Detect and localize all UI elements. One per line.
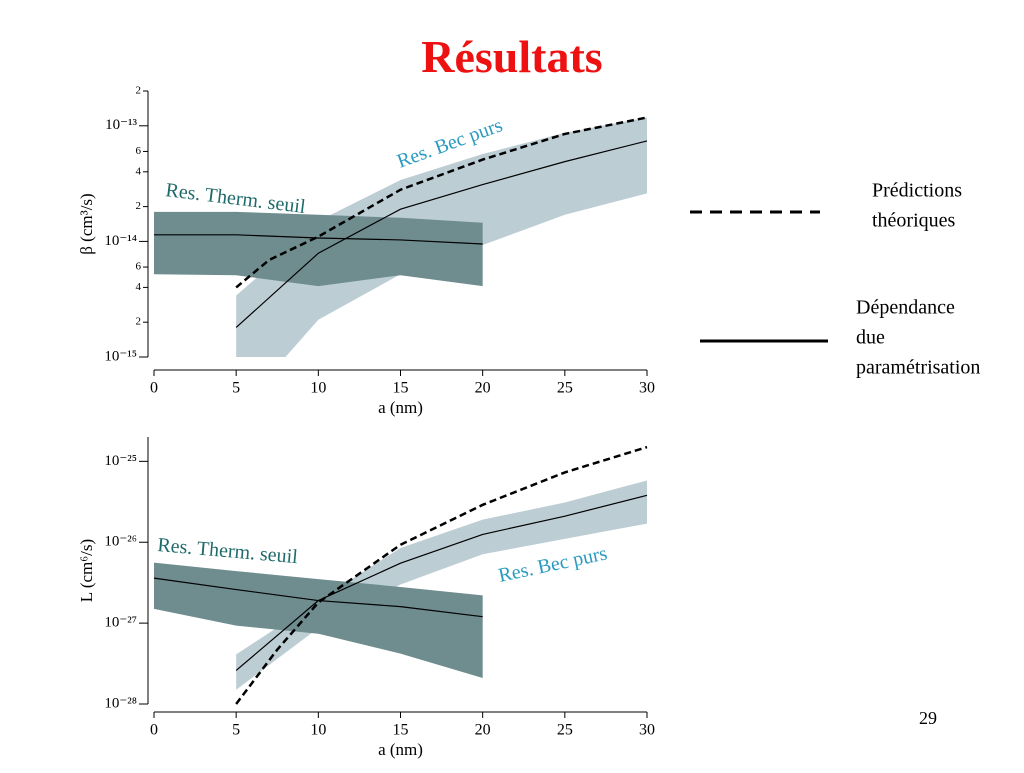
- band: [236, 480, 647, 690]
- x-tick-label: 30: [639, 380, 655, 397]
- legend-label: Prédictions: [872, 180, 962, 202]
- line: [235, 140, 648, 328]
- slide-title: Résultats: [421, 31, 602, 82]
- y-tick-label: 10⁻²⁸: [104, 695, 137, 711]
- x-axis-label: a (nm): [378, 398, 423, 417]
- y-tick-label: 4: [136, 165, 142, 177]
- y-tick-label: 10⁻²⁷: [104, 615, 137, 631]
- legend-label: due: [856, 327, 885, 349]
- y-axis-label: β (cm³/s): [77, 193, 96, 254]
- y-tick-label: 2: [136, 316, 142, 328]
- y-tick-label: 10⁻²⁶: [104, 534, 137, 550]
- legend-label: Dépendance: [856, 297, 955, 319]
- line: [235, 494, 648, 671]
- y-tick-label: 10⁻¹⁵: [104, 348, 137, 364]
- y-tick-label: 10⁻²⁵: [104, 453, 137, 469]
- y-tick-label: 10⁻¹⁴: [104, 233, 137, 249]
- x-tick-label: 20: [475, 722, 491, 739]
- y-tick-label: 2: [136, 200, 142, 212]
- x-tick-label: 25: [557, 380, 573, 397]
- x-tick-label: 5: [232, 722, 240, 739]
- line: [235, 116, 648, 289]
- x-tick-label: 30: [639, 722, 655, 739]
- line: [235, 445, 648, 705]
- annotation: Res. Therm. seuil: [157, 534, 300, 568]
- x-tick-label: 10: [310, 380, 326, 397]
- x-tick-label: 15: [393, 722, 409, 739]
- x-axis-label: a (nm): [378, 740, 423, 759]
- band: [154, 211, 483, 287]
- x-tick-label: 0: [150, 380, 158, 397]
- band: [154, 562, 483, 678]
- line: [154, 234, 483, 245]
- x-tick-label: 20: [475, 380, 491, 397]
- y-tick-label: 10⁻¹³: [105, 117, 137, 133]
- x-tick-label: 25: [557, 722, 573, 739]
- annotation: Res. Bec purs: [496, 542, 609, 587]
- x-tick-label: 5: [232, 380, 240, 397]
- y-tick-label: 2: [136, 85, 142, 97]
- x-tick-label: 10: [310, 722, 326, 739]
- x-tick-label: 0: [150, 722, 158, 739]
- legend-label: théoriques: [872, 210, 956, 232]
- y-tick-label: 4: [136, 281, 142, 293]
- y-tick-label: 6: [136, 261, 142, 273]
- y-axis-label: L (cm⁶/s): [77, 539, 96, 602]
- page-number: 29: [919, 708, 937, 728]
- legend-label: paramétrisation: [856, 357, 980, 379]
- x-tick-label: 15: [393, 380, 409, 397]
- y-tick-label: 6: [136, 145, 142, 157]
